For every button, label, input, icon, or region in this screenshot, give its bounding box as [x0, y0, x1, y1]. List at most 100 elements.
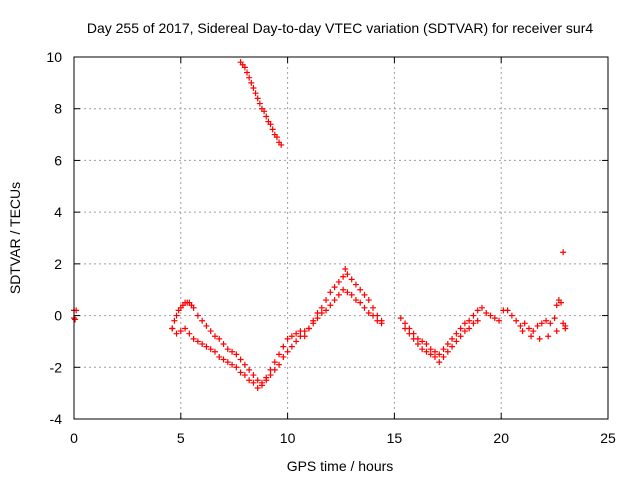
data-point [496, 317, 503, 324]
data-point [365, 309, 372, 316]
axis-ticks [73, 56, 609, 420]
x-axis-label: GPS time / hours [287, 458, 394, 474]
data-point [478, 304, 485, 311]
data-point [211, 333, 218, 340]
data-point [508, 312, 515, 319]
data-point [414, 341, 421, 348]
data-point [545, 333, 552, 340]
data-point [177, 328, 184, 335]
data-point [397, 315, 404, 322]
data-point [374, 317, 381, 324]
data-point [237, 356, 244, 363]
data-point [357, 286, 364, 293]
data-point [224, 346, 231, 353]
data-point [504, 307, 511, 314]
data-point [263, 113, 270, 120]
data-point [267, 372, 274, 379]
data-point [278, 141, 285, 148]
data-point [543, 317, 550, 324]
data-point [182, 325, 189, 332]
data-point [199, 317, 206, 324]
data-point [410, 335, 417, 342]
data-point [483, 309, 490, 316]
data-point [254, 377, 261, 384]
data-point [233, 364, 240, 371]
data-point [190, 335, 197, 342]
data-point [314, 315, 321, 322]
grid-lines [74, 57, 608, 419]
data-point [258, 382, 265, 389]
data-point [250, 379, 257, 386]
data-point [453, 330, 460, 337]
x-tick-label: 15 [387, 430, 403, 446]
data-point [378, 320, 385, 327]
y-tick-label: 6 [54, 152, 62, 168]
data-point [224, 359, 231, 366]
data-point [530, 328, 537, 335]
data-point [207, 328, 214, 335]
data-point [370, 312, 377, 319]
data-point [199, 341, 206, 348]
data-point [220, 341, 227, 348]
data-point [207, 346, 214, 353]
y-tick-label: -2 [50, 359, 63, 375]
data-point [280, 353, 287, 360]
data-point [402, 320, 409, 327]
data-point [558, 299, 565, 306]
data-point [269, 126, 276, 133]
data-point [203, 322, 210, 329]
data-point [327, 302, 334, 309]
data-point [323, 307, 330, 314]
data-point [474, 317, 481, 324]
data-point [327, 289, 334, 296]
data-point [246, 366, 253, 373]
data-point [186, 330, 193, 337]
data-point [513, 317, 520, 324]
data-point [216, 335, 223, 342]
data-point [553, 302, 560, 309]
data-point [254, 384, 261, 391]
data-point [233, 351, 240, 358]
data-point [216, 353, 223, 360]
chart-title: Day 255 of 2017, Sidereal Day-to-day VTE… [87, 20, 593, 36]
data-point [310, 320, 317, 327]
data-point [331, 284, 338, 291]
data-point [436, 351, 443, 358]
data-point [491, 315, 498, 322]
data-point [352, 281, 359, 288]
data-point [528, 333, 535, 340]
data-point [229, 348, 236, 355]
data-point [521, 320, 528, 327]
data-point [361, 291, 368, 298]
data-point [241, 64, 248, 71]
data-point [171, 317, 178, 324]
y-tick-label: -4 [50, 411, 63, 427]
data-point [271, 359, 278, 366]
data-point [419, 346, 426, 353]
data-point [461, 328, 468, 335]
data-point [237, 369, 244, 376]
data-point [335, 278, 342, 285]
y-axis-label: SDTVAR / TECUs [7, 182, 23, 294]
data-point [461, 320, 468, 327]
data-point [423, 348, 430, 355]
series-3 [169, 286, 569, 391]
data-point [250, 372, 257, 379]
data-point [254, 95, 261, 102]
data-point [534, 322, 541, 329]
data-point [241, 372, 248, 379]
data-point [246, 74, 253, 81]
x-tick-label: 10 [280, 430, 296, 446]
data-point [248, 79, 255, 86]
data-points [71, 59, 569, 391]
series-4 [560, 249, 567, 256]
data-point [344, 289, 351, 296]
y-tick-label: 10 [46, 49, 62, 65]
data-point [431, 348, 438, 355]
data-point [280, 343, 287, 350]
data-point [211, 348, 218, 355]
plot-frame [73, 56, 609, 420]
data-point [402, 325, 409, 332]
x-tick-label: 20 [493, 430, 509, 446]
data-point [449, 335, 456, 342]
